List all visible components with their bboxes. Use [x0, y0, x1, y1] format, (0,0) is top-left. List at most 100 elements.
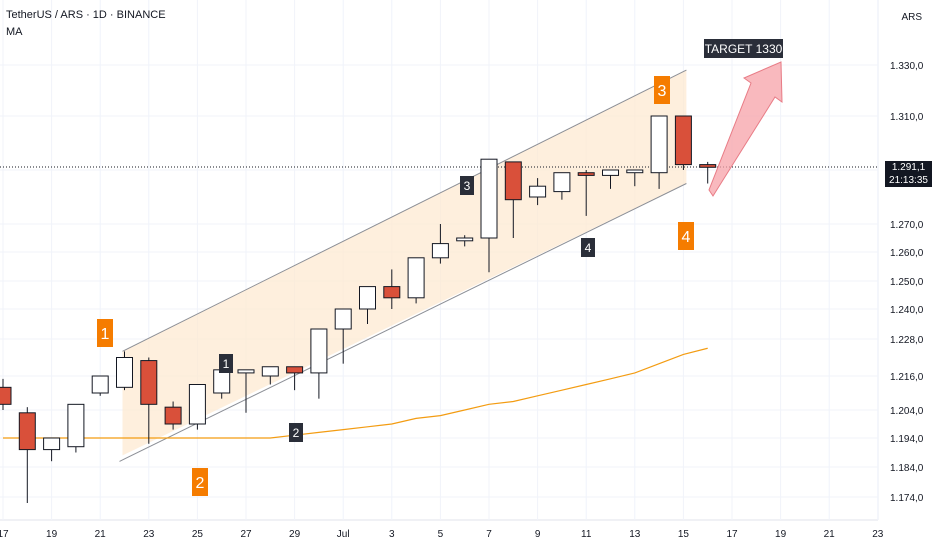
candle-body [529, 185, 547, 198]
candle [310, 328, 328, 399]
candle [116, 351, 133, 391]
wave-label-dark-box [219, 354, 233, 373]
price-tick-label: 1.240,0 [890, 305, 924, 316]
date-tick-label: 17 [726, 529, 738, 540]
candle [334, 308, 352, 364]
indicator-label: MA [6, 26, 23, 38]
wave-label-orange: 1 [101, 326, 110, 343]
candle-body [91, 375, 109, 394]
date-tick-label: 19 [46, 529, 58, 540]
candle [91, 375, 109, 396]
candle-body [480, 158, 498, 239]
date-tick-label: 7 [486, 529, 492, 540]
channel-lower-line [119, 183, 687, 462]
wave-label-dark: 1 [223, 357, 230, 371]
wave-label-dark: 4 [585, 241, 592, 255]
price-tick-label: 1.228,0 [890, 335, 924, 346]
candle [383, 269, 401, 309]
candle-body [237, 369, 255, 374]
candle [140, 357, 158, 444]
wave-label-orange-box [192, 468, 208, 496]
wave-label-dark-box [289, 423, 303, 442]
date-tick-label: 17 [0, 529, 9, 540]
last-price: 1.291,1 [891, 162, 926, 173]
candle [188, 384, 206, 430]
candle-body [674, 115, 692, 166]
date-tick-label: 5 [438, 529, 444, 540]
candle [164, 401, 182, 430]
price-tick-label: 1.216,0 [890, 372, 924, 383]
candle-body [310, 328, 328, 374]
price-tick-label: 1.330,0 [890, 61, 924, 72]
candle-body [553, 172, 571, 193]
candle-body [650, 115, 668, 174]
date-tick-label: 25 [192, 529, 204, 540]
price-tick-label: 1.260,0 [890, 248, 924, 259]
wave-label-dark: 2 [293, 426, 300, 440]
wave-label-orange: 3 [658, 83, 667, 100]
candle-body [334, 308, 352, 330]
price-tick-label: 1.310,0 [890, 112, 924, 123]
wave-label-dark-box [460, 176, 474, 195]
candle [529, 178, 547, 206]
price-tick-label: 1.184,0 [890, 463, 924, 474]
candle-body [504, 161, 522, 201]
candle-body [164, 406, 182, 425]
candle-body [67, 403, 85, 448]
candle-body [602, 169, 619, 176]
date-tick-label: 23 [143, 529, 155, 540]
wave-label-orange-box [97, 319, 113, 347]
candle-body [261, 366, 279, 377]
last-price-marker: 1.291,1 21:13:35 [885, 161, 932, 187]
price-tick-label: 1.270,0 [890, 220, 924, 231]
candle-body [431, 243, 449, 259]
candle-body [43, 437, 61, 451]
candle-body [456, 237, 474, 242]
date-tick-label: 21 [824, 529, 836, 540]
currency-label: ARS [901, 12, 922, 23]
candle [43, 437, 61, 462]
date-tick-label: 9 [535, 529, 541, 540]
symbol-title: TetherUS / ARS · 1D · BINANCE [6, 9, 166, 21]
candle [626, 169, 644, 187]
wave-label-orange-box [654, 76, 670, 104]
candle-body [407, 257, 425, 299]
trend-channel [122, 70, 687, 456]
date-tick-label: 11 [581, 529, 592, 540]
wave-label-orange: 2 [196, 475, 205, 492]
candle [480, 158, 498, 273]
date-tick-label: 19 [775, 529, 787, 540]
date-tick-label: 23 [872, 529, 884, 540]
candle [577, 170, 595, 216]
date-tick-label: 29 [289, 529, 301, 540]
wave-label-dark: 3 [464, 179, 471, 193]
candle [286, 366, 304, 391]
candle [699, 161, 717, 184]
target-arrow [708, 61, 783, 197]
candle [261, 366, 279, 385]
price-tick-label: 1.250,0 [890, 277, 924, 288]
date-tick-label: 27 [240, 529, 252, 540]
wave-label-orange: 4 [682, 229, 691, 246]
candle [18, 407, 36, 503]
wave-label-dark-box [581, 238, 595, 257]
candle-body [383, 286, 401, 299]
candle [602, 169, 619, 189]
candle-body [577, 172, 595, 176]
candle-body [359, 286, 376, 310]
candle-body [626, 169, 644, 174]
price-tick-label: 1.204,0 [890, 406, 924, 417]
candle [67, 403, 85, 453]
candle-body [286, 366, 304, 374]
candle [237, 369, 255, 413]
candle [431, 224, 449, 264]
price-tick-label: 1.194,0 [890, 434, 924, 445]
candle [407, 257, 425, 304]
candle [674, 115, 692, 170]
candle-body [116, 357, 133, 388]
date-tick-label: 3 [389, 529, 395, 540]
target-label: TARGET 1330 [705, 42, 783, 56]
channel-upper-line [122, 69, 687, 352]
price-tick-label: 1.174,0 [890, 493, 924, 504]
